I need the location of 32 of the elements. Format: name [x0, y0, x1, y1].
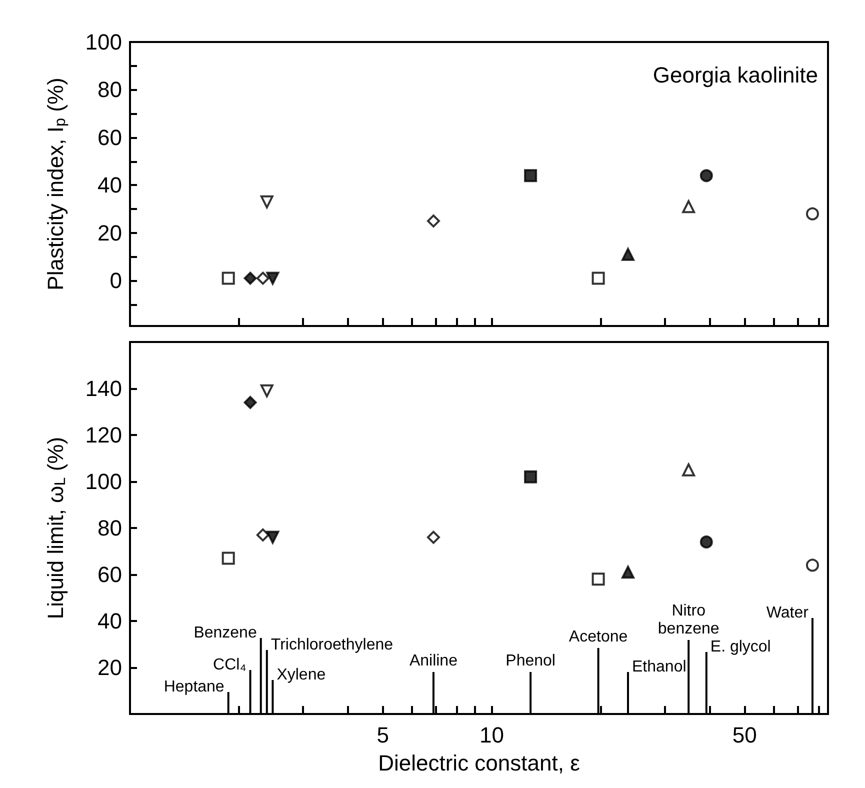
y-tick-label: 20 — [98, 655, 122, 680]
y-tick-label: 100 — [85, 30, 122, 54]
x-tick-label: 50 — [732, 722, 757, 748]
x-tick-label: 5 — [376, 722, 389, 748]
ref-line-label: Heptane — [164, 678, 224, 696]
y-tick-label: 80 — [98, 77, 122, 102]
y-tick-label: 80 — [98, 516, 122, 540]
ref-line-label: Aniline — [409, 652, 458, 670]
ref-line-label: Xylene — [276, 666, 326, 684]
ref-line-label: Phenol — [506, 652, 556, 670]
y-tick-label: 140 — [85, 376, 122, 401]
y-tick-label: 0 — [110, 268, 122, 294]
ref-line-label: E. glycol — [710, 638, 771, 656]
ref-line-label: CCl₄ — [213, 656, 246, 674]
ref-line-label: Acetone — [568, 628, 628, 646]
x-axis-title: Dielectric constant, ε — [378, 750, 580, 776]
annotation: Georgia kaolinite — [652, 62, 818, 88]
y-tick-label: 60 — [98, 124, 122, 150]
y-axis-title: Plasticity index, Ip (%) — [43, 78, 69, 290]
ref-line-label: Nitro benzene — [658, 602, 720, 638]
ref-line-label: Benzene — [194, 624, 257, 642]
y-tick-label: 100 — [85, 469, 122, 494]
ref-line-label: Ethanol — [632, 658, 686, 676]
y-tick-label: 20 — [98, 220, 122, 246]
y-tick-label: 40 — [98, 608, 122, 634]
y-tick-label: 40 — [98, 172, 122, 198]
y-tick-label: 120 — [85, 422, 122, 448]
ref-line-label: Trichloroethylene — [270, 636, 394, 654]
y-axis-title: Liquid limit, ωL (%) — [43, 436, 69, 620]
ref-line-label: Water — [766, 604, 810, 622]
y-tick-label: 60 — [98, 562, 122, 587]
x-tick-label: 10 — [480, 722, 504, 748]
